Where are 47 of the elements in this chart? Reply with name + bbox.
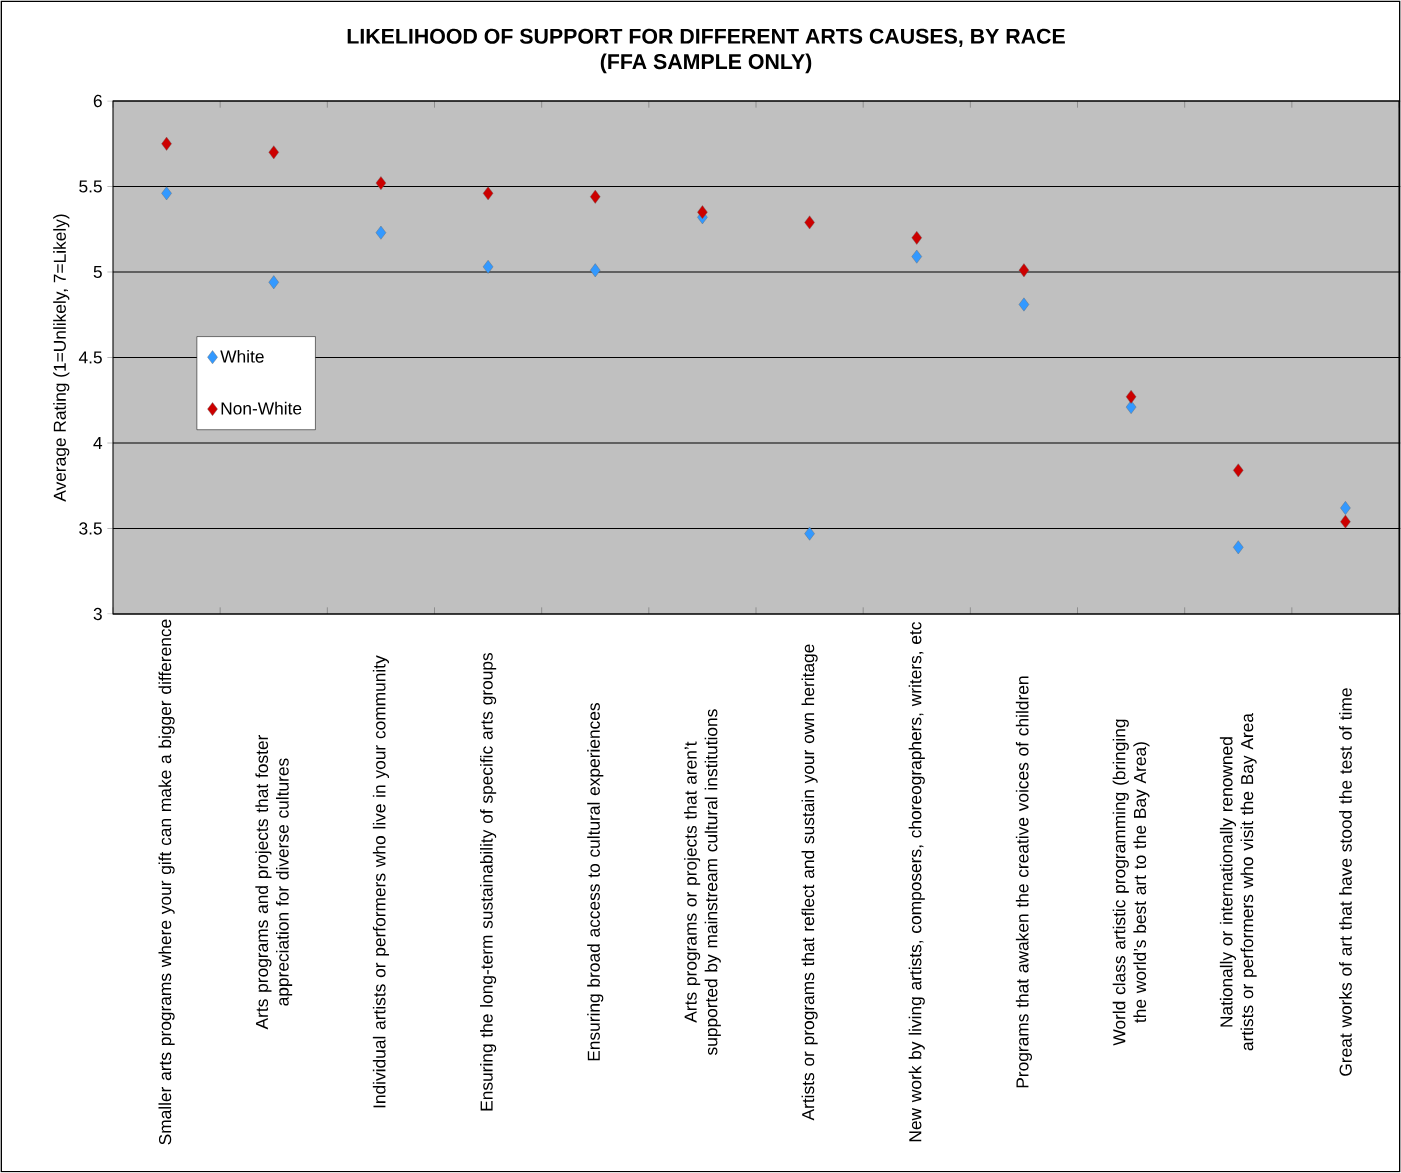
x-tick-label: Arts programs and projects that foster appreciation for diverse cultures bbox=[255, 734, 293, 1030]
y-tick-label: 3 bbox=[93, 607, 102, 621]
point bbox=[1018, 263, 1030, 278]
y-tick-label: 3.5 bbox=[79, 522, 102, 535]
y-tick-label: 6 bbox=[93, 94, 102, 108]
point bbox=[1233, 540, 1244, 555]
point bbox=[590, 189, 601, 204]
x-tick-label: Great works of art that have stood the test of time bbox=[1339, 688, 1352, 1076]
point bbox=[1125, 389, 1137, 404]
point bbox=[161, 186, 172, 201]
point bbox=[697, 205, 708, 220]
point bbox=[482, 260, 494, 274]
legend-label: White bbox=[220, 349, 264, 363]
y-tick-label: 4.5 bbox=[78, 351, 102, 364]
x-tick-label: New work by living artists, composers, choreographers, writers, etc bbox=[908, 622, 925, 1142]
legend-label: Non-White bbox=[221, 401, 302, 415]
point bbox=[1340, 501, 1351, 515]
x-tick-label: Ensuring the long-term sustainability of specific arts groups bbox=[480, 652, 497, 1111]
point bbox=[268, 145, 279, 160]
point bbox=[375, 225, 387, 240]
y-tick-label: 5 bbox=[93, 265, 102, 279]
x-tick-label: Nationally or internationally renowned artists or performers who visit the Bay Area bbox=[1219, 713, 1257, 1051]
x-tick-label: World class artistic programming (bringing the world’s best art to the Bay Area) bbox=[1112, 719, 1150, 1046]
point bbox=[804, 526, 815, 541]
point bbox=[1340, 514, 1351, 529]
chart-title: LIKELIHOOD OF SUPPORT FOR DIFFERENT ARTS CAUSES, BY RACE bbox=[347, 28, 1065, 47]
point bbox=[1233, 463, 1244, 478]
y-tick-label: 5.5 bbox=[79, 180, 102, 193]
point bbox=[590, 263, 601, 278]
x-tick-label: Ensuring broad access to cultural experiences bbox=[587, 703, 604, 1061]
x-tick-label: Smaller arts programs where your gift can make a bigger difference bbox=[158, 619, 175, 1145]
point bbox=[268, 275, 279, 290]
point bbox=[911, 249, 922, 264]
point bbox=[911, 230, 922, 245]
point bbox=[482, 186, 494, 201]
point bbox=[1018, 297, 1030, 312]
x-tick-label: Artists or programs that reflect and sustain your own heritage bbox=[801, 644, 818, 1121]
x-tick-label: Individual artists or performers who live in your community bbox=[372, 655, 389, 1108]
point bbox=[1125, 400, 1137, 414]
y-tick-label: 4 bbox=[93, 437, 103, 449]
y-axis-title: Average Rating (1=Unlikely, 7=Likely) bbox=[53, 214, 70, 502]
chart-subtitle: (FFA SAMPLE ONLY) bbox=[600, 53, 812, 74]
x-tick-label: Programs that awaken the creative voices of children bbox=[1015, 676, 1033, 1088]
point bbox=[161, 136, 172, 151]
x-tick-label: Arts programs or projects that aren’t supported by mainstream cultural institutions bbox=[684, 709, 721, 1055]
point bbox=[804, 215, 815, 230]
point bbox=[375, 176, 387, 190]
